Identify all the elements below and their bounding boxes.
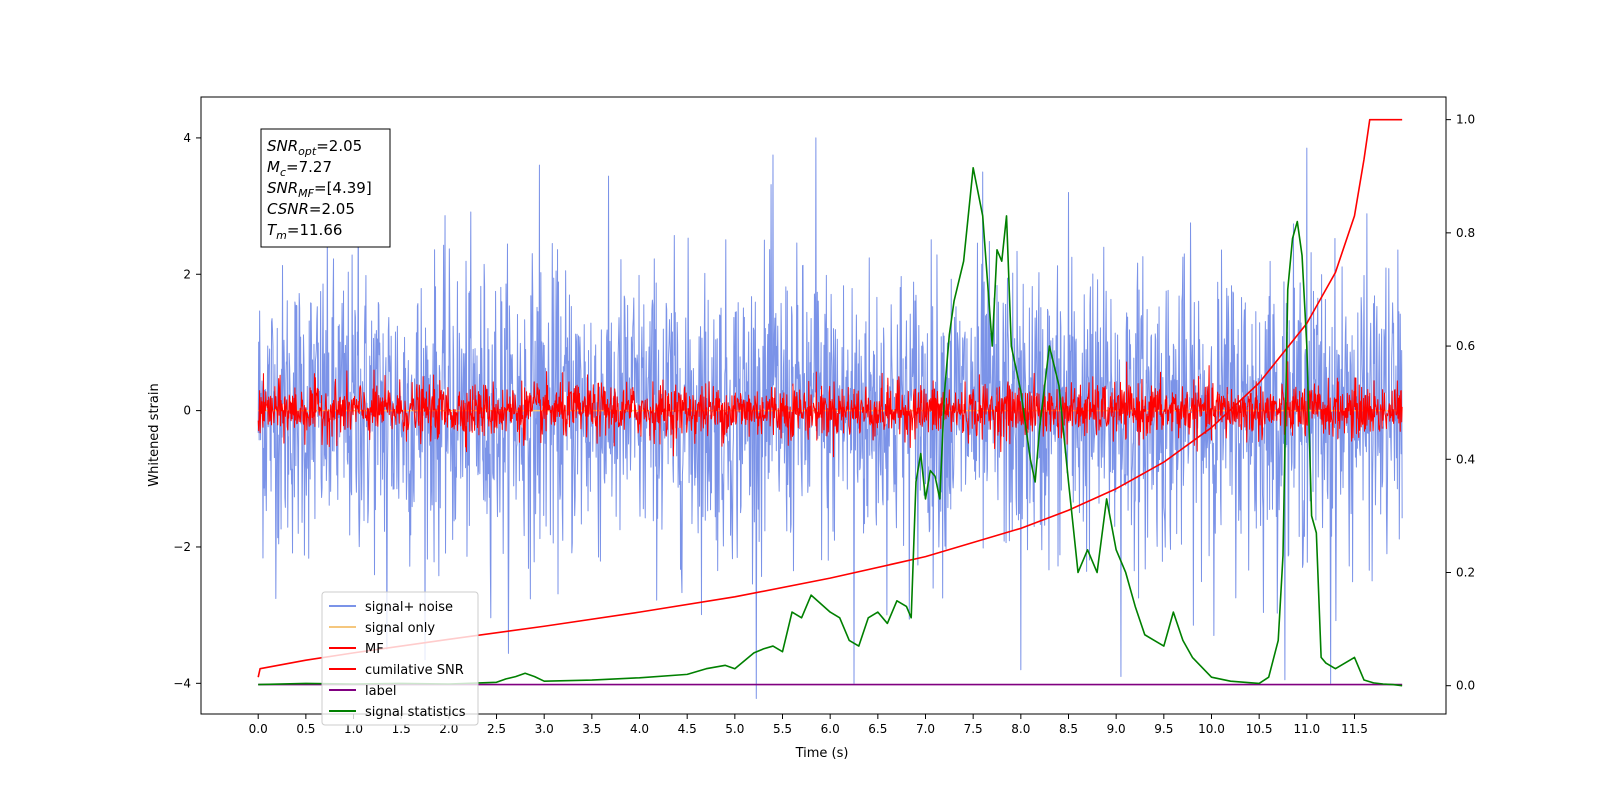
x-tick-label: 7.0 (916, 722, 935, 736)
y-tick-label: 2 (183, 267, 191, 281)
y-tick-label: 4 (183, 131, 191, 145)
y-right-tick-label: 0.6 (1456, 339, 1475, 353)
legend-label: MF (365, 642, 384, 657)
axes-frame (200, 96, 1447, 715)
y-tick-label: 0 (183, 404, 191, 418)
legend-frame (321, 591, 479, 726)
y-right-tick-label: 0.2 (1456, 565, 1475, 579)
y-right-tick-label: 1.0 (1456, 113, 1475, 127)
x-tick-label: 5.5 (773, 722, 792, 736)
legend-label: signal statistics (365, 705, 466, 720)
x-tick-label: 4.0 (630, 722, 649, 736)
series-line-2 (257, 361, 1403, 458)
x-tick-label: 11.5 (1341, 722, 1368, 736)
x-tick-label: 11.0 (1293, 722, 1320, 736)
x-tick-label: 8.0 (1011, 722, 1030, 736)
annotation-line: Mc=7.27 (267, 158, 332, 179)
y-axis-label: Whitened strain (147, 383, 162, 486)
x-tick-label: 8.5 (1059, 722, 1078, 736)
x-tick-label: 9.0 (1107, 722, 1126, 736)
y-tick-label: −2 (173, 540, 191, 554)
x-tick-label: 2.5 (487, 722, 506, 736)
annotation-box: SNRopt=2.05 Mc=7.27 SNRMF=[4.39] CSNR=2.… (260, 128, 391, 248)
annotation-line: Tm=11.66 (267, 221, 342, 242)
x-tick-label: 0.5 (296, 722, 315, 736)
x-axis-label: Time (s) (795, 746, 849, 761)
y-right-tick-label: 0.0 (1456, 679, 1475, 693)
x-tick-label: 3.0 (535, 722, 554, 736)
x-tick-label: 5.0 (725, 722, 744, 736)
x-tick-label: 6.5 (868, 722, 887, 736)
x-tick-label: 3.5 (582, 722, 601, 736)
legend: signal+ noise signal only MF cumilative … (321, 591, 479, 726)
legend-label: label (365, 684, 396, 699)
legend-label: cumilative SNR (365, 663, 464, 678)
annotation-line: SNRMF=[4.39] (267, 179, 372, 200)
x-tick-label: 6.0 (821, 722, 840, 736)
annotation-frame (260, 128, 391, 248)
x-tick-label: 7.5 (964, 722, 983, 736)
x-tick-label: 10.0 (1198, 722, 1225, 736)
y-right-tick-label: 0.8 (1456, 226, 1475, 240)
y-tick-label: −4 (173, 676, 191, 690)
x-tick-label: 10.5 (1246, 722, 1273, 736)
x-tick-label: 0.0 (249, 722, 268, 736)
series-line-5 (258, 166, 1403, 687)
x-tick-label: 4.5 (678, 722, 697, 736)
legend-label: signal only (365, 621, 435, 636)
annotation-line: CSNR=2.05 (267, 200, 355, 218)
x-tick-label: 9.5 (1154, 722, 1173, 736)
annotation-line: SNRopt=2.05 (267, 137, 362, 158)
y-right-tick-label: 0.4 (1456, 452, 1475, 466)
legend-label: signal+ noise (365, 600, 453, 615)
